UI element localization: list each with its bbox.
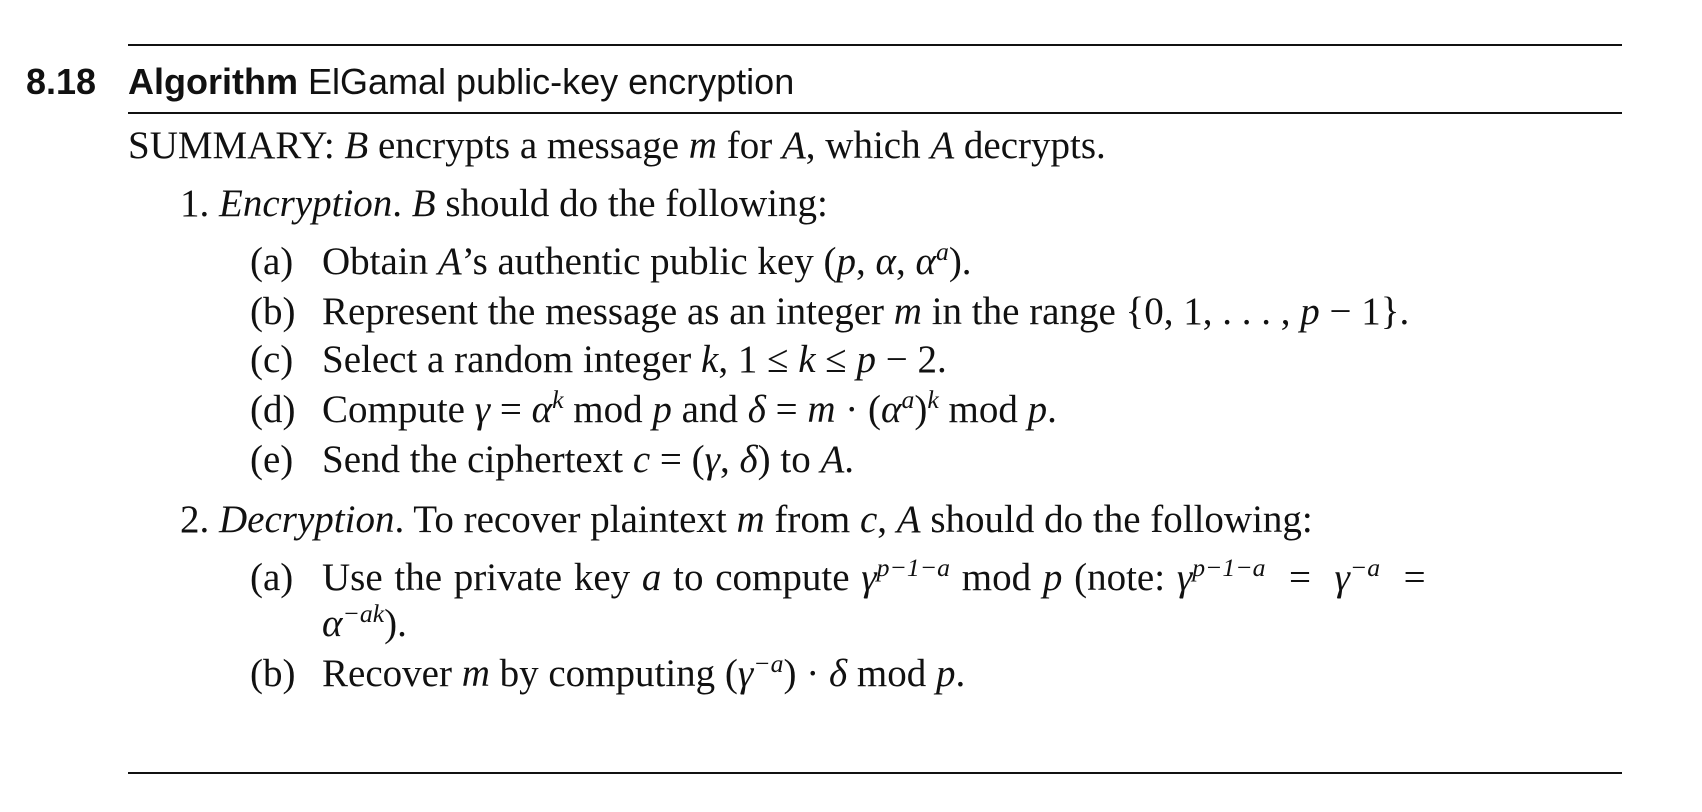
step-name: Decryption: [219, 498, 395, 541]
step-number: 2.: [180, 498, 210, 541]
step-name: Encryption: [219, 182, 393, 225]
substep-label: (c): [250, 338, 294, 381]
substep-text: Recover m by computing (γ−a) · δ mod p.: [322, 648, 966, 695]
step-decryption: 2. Decryption. To recover plaintext m fr…: [180, 498, 1313, 541]
substep-label: (b): [250, 652, 296, 695]
substep-text: Obtain A’s authentic public key (p, α, α…: [322, 236, 972, 283]
heading-rule: [128, 112, 1622, 114]
substep-text: Compute γ = αk mod p and δ = m · (αa)k m…: [322, 384, 1057, 431]
bottom-rule: [128, 772, 1622, 774]
algorithm-heading: 8.18 Algorithm ElGamal public-key encrypt…: [26, 62, 794, 102]
substep-text: Use the private key a to compute γp−1−a …: [322, 552, 1426, 599]
step-number: 1.: [180, 182, 210, 225]
substep-2a-continued: α−ak).: [322, 598, 407, 645]
substep-label: (a): [250, 556, 294, 599]
top-rule: [128, 44, 1622, 46]
substep-label: (b): [250, 290, 296, 333]
algorithm-title: ElGamal public-key encryption: [308, 61, 795, 102]
substep-label: (a): [250, 240, 294, 283]
substep-label: (d): [250, 388, 296, 431]
summary-label: SUMMARY:: [128, 124, 335, 167]
substep-text: Select a random integer k, 1 ≤ k ≤ p − 2…: [322, 338, 947, 381]
summary-line: SUMMARY: B encrypts a message m for A, w…: [128, 124, 1106, 167]
algorithm-label: Algorithm: [128, 61, 298, 102]
substep-text: Represent the message as an integer m in…: [322, 290, 1410, 333]
substep-label: (e): [250, 438, 294, 481]
substep-text: Send the ciphertext c = (γ, δ) to A.: [322, 438, 855, 481]
step-encryption: 1. Encryption. B should do the following…: [180, 182, 828, 225]
step-intro: should do the following:: [445, 182, 828, 225]
algorithm-number: 8.18: [26, 61, 97, 102]
